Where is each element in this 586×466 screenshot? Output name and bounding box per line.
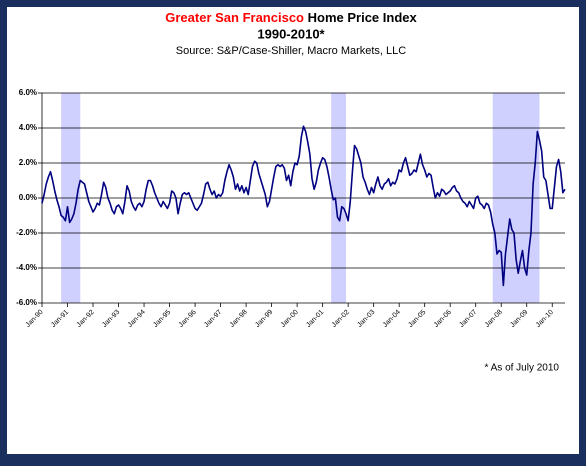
y-tick-label: 0.0%: [19, 193, 37, 202]
chart: Greater San Francisco Home Price Index 1…: [7, 7, 579, 454]
x-tick-label: Jan-93: [101, 309, 121, 329]
footnote: * As of July 2010: [485, 363, 560, 374]
x-tick-label: Jan-00: [280, 309, 300, 329]
x-tick-label: Jan-97: [203, 309, 223, 329]
title-text: Home Price Index: [308, 10, 418, 25]
x-tick-label: Jan-99: [254, 309, 274, 329]
x-tick-label: Jan-05: [407, 309, 427, 329]
y-tick-label: 2.0%: [19, 158, 37, 167]
x-tick-label: Jan-06: [433, 309, 453, 329]
y-tick-label: -2.0%: [16, 228, 37, 237]
y-tick-label: -6.0%: [16, 298, 37, 307]
chart-title: Greater San Francisco Home Price Index: [165, 10, 417, 25]
x-tick-label: Jan-95: [152, 309, 172, 329]
x-tick-label: Jan-09: [509, 309, 529, 329]
data-line: [41, 125, 566, 287]
chart-subtitle: 1990-2010*: [257, 26, 325, 41]
x-tick-label: Jan-98: [229, 309, 249, 329]
x-tick-label: Jan-94: [127, 309, 147, 329]
x-tick-label: Jan-04: [382, 309, 402, 329]
title-highlight: Greater San Francisco: [165, 10, 304, 25]
y-tick-label: 6.0%: [19, 88, 37, 97]
x-tick-label: Jan-92: [76, 309, 96, 329]
x-tick-label: Jan-96: [178, 309, 198, 329]
x-tick-label: Jan-08: [484, 309, 504, 329]
x-tick-label: Jan-90: [25, 309, 45, 329]
x-tick-label: Jan-02: [331, 309, 351, 329]
x-tick-label: Jan-10: [535, 309, 555, 329]
x-tick-label: Jan-03: [356, 309, 376, 329]
x-tick-label: Jan-07: [458, 309, 478, 329]
y-tick-label: -4.0%: [16, 263, 37, 272]
x-tick-label: Jan-91: [50, 309, 70, 329]
x-tick-label: Jan-01: [305, 309, 325, 329]
y-tick-label: 4.0%: [19, 123, 37, 132]
chart-source: Source: S&P/Case-Shiller, Macro Markets,…: [176, 45, 407, 57]
